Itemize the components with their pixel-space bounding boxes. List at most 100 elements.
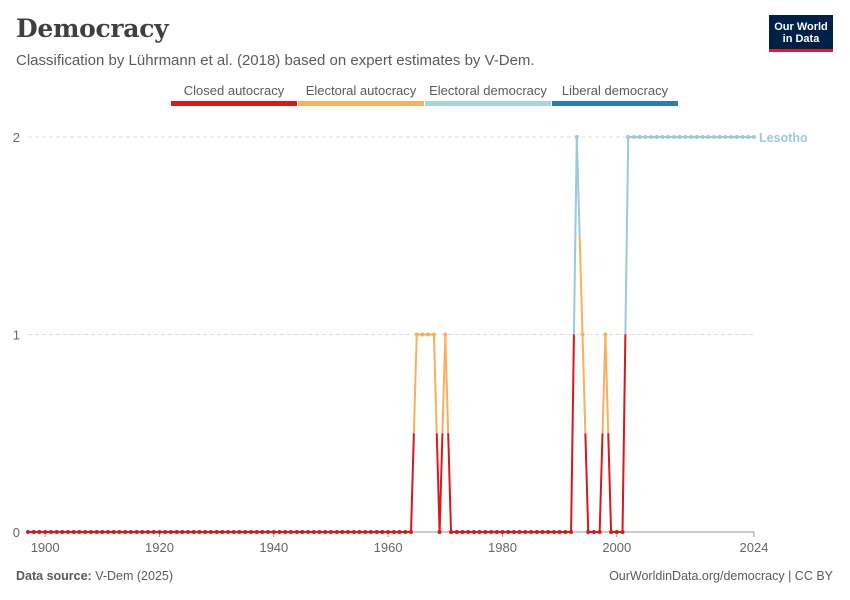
data-point: [54, 530, 59, 534]
data-point: [414, 332, 419, 337]
series-line-segment: [570, 334, 575, 533]
data-point: [517, 530, 522, 534]
series-line-segment: [432, 334, 438, 434]
logo-line-2: in Data: [782, 33, 820, 45]
data-point: [449, 530, 454, 534]
data-point: [403, 530, 408, 534]
data-point: [477, 530, 482, 534]
data-point: [563, 530, 568, 534]
data-point: [397, 530, 402, 534]
data-point: [203, 530, 208, 534]
data-source-label: Data source:: [16, 569, 92, 583]
logo-line-1: Our World: [774, 21, 828, 33]
data-point: [334, 530, 339, 534]
series-line-segment: [575, 136, 581, 236]
data-point: [643, 135, 648, 139]
data-point: [551, 530, 556, 534]
data-point: [740, 135, 745, 139]
data-point: [94, 530, 99, 534]
data-point: [689, 135, 694, 139]
data-point: [254, 530, 259, 534]
series-line-segment: [412, 334, 418, 434]
data-point: [391, 530, 396, 534]
data-point: [283, 530, 288, 534]
data-point: [277, 530, 282, 534]
legend-label: Electoral democracy: [429, 83, 547, 98]
data-point: [677, 135, 682, 139]
data-source-value[interactable]: V-Dem (2025): [95, 569, 174, 583]
data-point: [443, 332, 448, 337]
data-point: [128, 530, 133, 534]
legend-swatch: [298, 101, 424, 106]
legend-item[interactable]: Electoral autocracy: [298, 82, 424, 106]
legend-item[interactable]: Closed autocracy: [171, 82, 297, 106]
data-point: [483, 530, 488, 534]
data-point: [260, 530, 265, 534]
data-point: [66, 530, 71, 534]
data-point: [31, 530, 36, 534]
data-point: [248, 530, 253, 534]
data-point: [380, 530, 385, 534]
data-point: [271, 530, 276, 534]
data-point: [671, 135, 676, 139]
data-point: [694, 135, 699, 139]
data-point: [723, 135, 728, 139]
data-point: [500, 530, 505, 534]
data-point: [186, 530, 191, 534]
data-point: [351, 530, 356, 534]
data-point: [489, 530, 494, 534]
data-point: [306, 530, 311, 534]
data-point: [328, 530, 333, 534]
data-point: [420, 332, 425, 337]
x-tick-label: 1980: [488, 540, 517, 555]
data-point: [586, 530, 591, 534]
owid-logo[interactable]: Our World in Data: [769, 15, 833, 52]
data-point: [323, 530, 328, 534]
x-tick-label: 1900: [31, 540, 60, 555]
data-point: [523, 530, 528, 534]
data-point: [226, 530, 231, 534]
chart-subtitle: Classification by Lührmann et al. (2018)…: [16, 52, 535, 69]
data-source: Data source: V-Dem (2025): [16, 569, 173, 583]
data-point: [77, 530, 82, 534]
series-line-segment: [624, 136, 630, 335]
legend-item[interactable]: Electoral democracy: [425, 82, 551, 106]
data-point: [214, 530, 219, 534]
data-point: [357, 530, 362, 534]
data-point: [649, 135, 654, 139]
data-point: [168, 530, 173, 534]
x-tick-label: 1960: [374, 540, 403, 555]
data-point: [614, 530, 619, 534]
data-point: [409, 530, 414, 534]
legend-item[interactable]: Liberal democracy: [552, 82, 678, 106]
data-point: [471, 530, 476, 534]
data-point: [157, 530, 162, 534]
data-point: [454, 530, 459, 534]
data-point: [540, 530, 545, 534]
data-point: [60, 530, 65, 534]
data-point: [591, 530, 596, 534]
credit-link[interactable]: OurWorldinData.org/democracy | CC BY: [609, 569, 833, 583]
legend-swatch: [552, 101, 678, 106]
data-point: [729, 135, 734, 139]
data-point: [134, 530, 139, 534]
data-point: [746, 135, 751, 139]
data-point: [597, 530, 602, 534]
chart-title: Democracy: [16, 14, 169, 43]
data-point: [151, 530, 156, 534]
series-line-segment: [581, 334, 587, 434]
series-line-segment: [598, 433, 604, 533]
data-point: [426, 332, 431, 337]
x-tick-label: 2024: [740, 540, 769, 555]
data-point: [71, 530, 76, 534]
data-point: [340, 530, 345, 534]
series-line-segment: [604, 334, 610, 434]
data-point: [569, 530, 574, 534]
data-point: [300, 530, 305, 534]
data-point: [180, 530, 185, 534]
data-point: [557, 530, 562, 534]
series-line-segment: [572, 136, 578, 335]
data-point: [146, 530, 151, 534]
data-point: [654, 135, 659, 139]
